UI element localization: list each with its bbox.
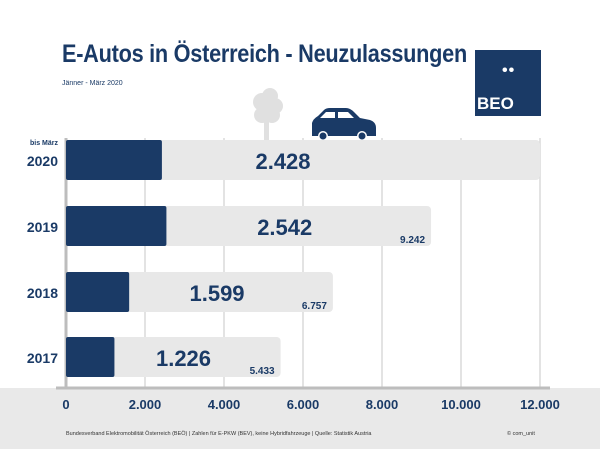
- chart-title: E-Autos in Österreich - Neuzulassungen: [62, 40, 467, 68]
- x-tick-label: 0: [62, 397, 69, 412]
- source-note: Bundesverband Elektromobilität Österreic…: [66, 431, 372, 437]
- x-tick-label: 6.000: [287, 397, 320, 412]
- value-bar: [66, 272, 130, 312]
- footer-band: [0, 388, 600, 449]
- tree-icon: [253, 88, 283, 140]
- track-bar: [66, 140, 540, 180]
- chart-subtitle: Jänner - März 2020: [62, 80, 123, 87]
- total-label: 5.433: [250, 366, 275, 377]
- category-note: bis März: [30, 140, 59, 147]
- value-label: 1.599: [189, 281, 244, 306]
- beo-logo: •• BEO: [475, 50, 541, 116]
- category-label: 2020: [27, 153, 58, 169]
- x-tick-label: 10.000: [441, 397, 481, 412]
- x-tick-label: 4.000: [208, 397, 241, 412]
- x-tick-label: 2.000: [129, 397, 162, 412]
- track-bar: [66, 272, 333, 312]
- category-label: 2018: [27, 285, 58, 301]
- total-label: 9.242: [400, 235, 425, 246]
- x-tick-label: 12.000: [520, 397, 560, 412]
- value-bar: [66, 337, 115, 377]
- car-icon: [312, 108, 376, 141]
- value-bar: [66, 140, 162, 180]
- value-label: 2.428: [255, 149, 310, 174]
- logo-dots: ••: [502, 62, 516, 79]
- x-tick-label: 8.000: [366, 397, 399, 412]
- track-bar: [66, 337, 281, 377]
- logo-text: BEO: [477, 94, 514, 113]
- value-label: 2.542: [257, 215, 312, 240]
- total-label: 6.757: [302, 301, 327, 312]
- category-label: 2017: [27, 350, 58, 366]
- value-bar: [66, 206, 167, 246]
- category-label: 2019: [27, 219, 58, 235]
- copyright: © com_unit: [507, 431, 535, 437]
- value-label: 1.226: [156, 346, 211, 371]
